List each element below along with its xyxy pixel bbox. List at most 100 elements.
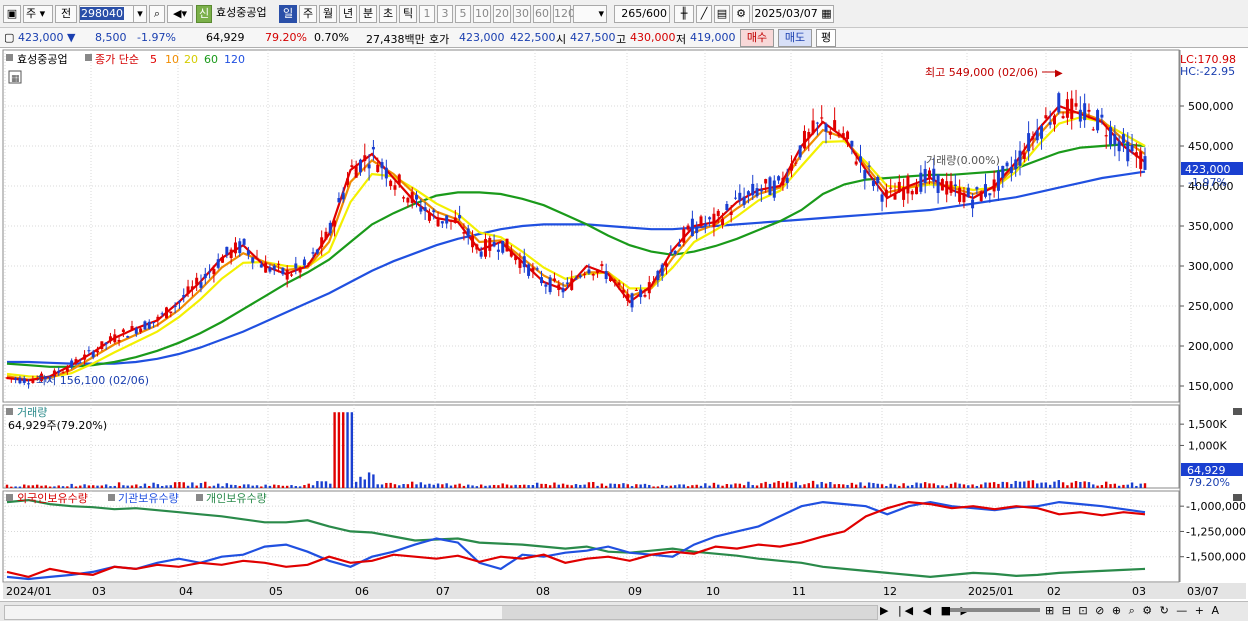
candle-body [807,132,811,139]
zoom-slider[interactable] [950,608,1040,612]
volume-bar [143,483,147,488]
candle-body [44,376,48,379]
volume-bar [954,482,957,488]
candle-body [975,187,979,190]
candle-body [850,140,854,147]
interval-3[interactable]: 3 [437,5,453,23]
volume-bar [876,483,879,488]
candle-body [436,219,440,227]
candle-body [820,117,824,119]
candle-body [238,241,242,254]
interval-120[interactable]: 120 [553,5,575,23]
candle-body [708,217,712,220]
volume-bar [294,486,298,488]
volume-bar [199,483,203,488]
scroll-track[interactable] [4,605,878,620]
scroll-thumb[interactable] [502,606,877,619]
volume-bar [1018,481,1022,488]
volume-bar [829,482,832,488]
code-input[interactable]: 298040 [79,5,137,23]
candle-body [27,383,31,385]
period-minute[interactable]: 분 [359,5,377,23]
candle-body [186,286,190,294]
period-second[interactable]: 초 [379,5,397,23]
close-icon[interactable] [1233,408,1242,415]
search-icon[interactable]: ⌕ [149,5,165,23]
candle-body [953,184,957,187]
candle-body [1100,114,1104,118]
chevron-down-icon[interactable]: ▾ [133,5,147,23]
candle-body [358,159,362,173]
volume-bar [1010,483,1013,488]
interval-30[interactable]: 30 [513,5,531,23]
prev-button[interactable]: 전 [55,5,77,23]
volume-bar [962,484,966,488]
buy-button[interactable]: 매수 [740,29,774,47]
volume-bar [691,485,694,488]
period-year[interactable]: 년 [339,5,357,23]
gear-icon[interactable]: ⚙ [732,5,750,23]
candle-body [841,133,845,138]
candle-body [884,189,888,198]
period-week[interactable]: 주 [299,5,317,23]
candle-body [596,269,600,273]
candle-body [177,300,181,303]
period-tick[interactable]: 틱 [399,5,417,23]
date-input[interactable]: 2025/03/07 ▦ [752,5,834,23]
period-day[interactable]: 일 [279,5,297,23]
volume-bar [35,484,39,488]
volume-bar [23,484,26,488]
playback-controls[interactable]: ▶ |◀ ◀ ■ ▶ [880,604,972,617]
volume-bar [729,484,733,488]
volume-bar [1092,484,1095,488]
candle-body [910,190,914,195]
holdings-y-tick: -1,500,000 [1186,551,1246,564]
candle-body [354,166,358,178]
volume-bar [1109,484,1112,488]
candle-body [1121,134,1125,143]
speaker-icon[interactable]: ◀▾ [167,5,193,23]
candle-body [320,237,324,248]
candle-body [1096,110,1100,131]
price-panel-title: 효성중공업 [17,53,68,66]
volume-bar [1105,481,1108,488]
count-input[interactable]: 265/600 [614,5,670,23]
candle-icon[interactable]: ╫ [674,5,694,23]
avg-button[interactable]: 평 [816,29,836,47]
interval-10[interactable]: 10 [473,5,491,23]
volume-bar [665,485,668,488]
candle-body [83,354,87,360]
close-icon[interactable] [1233,494,1242,501]
candle-body [876,176,880,184]
candle-body [509,250,513,257]
candle-body [221,257,225,263]
type-select[interactable]: 주 ▾ [23,5,53,23]
volume-value: 64,929 [206,31,245,44]
volume-bar [1001,481,1004,488]
volume-bar [609,483,612,488]
period-month[interactable]: 월 [319,5,337,23]
candle-body [893,193,897,200]
shin-badge[interactable]: 신 [196,5,212,23]
candle-body [1087,109,1091,112]
volume-bar [717,484,720,488]
interval-60[interactable]: 60 [533,5,551,23]
window-icon[interactable]: ▣ [3,5,21,23]
interval-1[interactable]: 1 [419,5,435,23]
volume-bar [479,484,483,488]
zoom-tools[interactable]: ⊞ ⊟ ⊡ ⊘ ⊕ ⌕ ⚙ ↻ — + A [1045,604,1222,617]
window-icon-small[interactable]: ▢ [4,31,15,44]
calculator-icon[interactable] [8,70,22,84]
volume-bar [333,412,336,488]
draw-icon[interactable]: ╱ [696,5,712,23]
interval-20[interactable]: 20 [493,5,511,23]
save-icon[interactable]: ▤ [714,5,730,23]
candle-body [208,271,212,273]
interval-5[interactable]: 5 [455,5,471,23]
candle-body [70,360,74,367]
interval-select[interactable]: ▾ [573,5,607,23]
volume-bar [548,485,552,488]
volume-bar [462,485,466,488]
candle-body [1134,152,1138,157]
sell-button[interactable]: 매도 [778,29,812,47]
